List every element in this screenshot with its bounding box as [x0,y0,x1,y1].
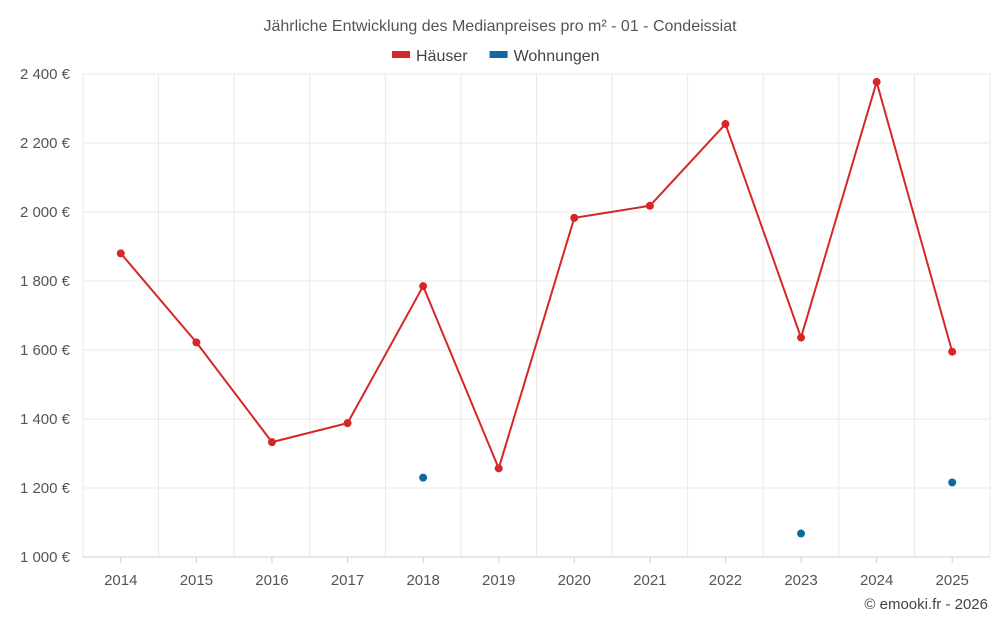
legend-swatch [489,51,508,58]
x-tick-label: 2019 [482,572,515,589]
data-point[interactable] [570,213,579,222]
chart-title: Jährliche Entwicklung des Medianpreises … [263,18,737,35]
data-point[interactable] [797,333,806,342]
y-axis: 1 000 € 1 200 € 1 400 € 1 600 € 1 800 € 2 000… [20,66,71,566]
legend-item[interactable]: Wohnungen [489,48,600,65]
data-point[interactable] [948,478,957,487]
data-point[interactable] [721,120,730,129]
x-tick-label: 2018 [406,572,439,589]
legend-swatch [392,51,410,58]
legend-item[interactable]: Häuser [392,48,468,65]
grid-lines [82,73,991,558]
x-tick-label: 2014 [104,572,137,589]
x-tick-label: 2016 [255,572,288,589]
series-wohnungen [419,473,957,538]
legend-label: Häuser [416,48,468,65]
credit-text: © emooki.fr - 2026 [864,596,988,613]
series-h-user [116,77,957,473]
data-point[interactable] [797,529,806,538]
data-point[interactable] [419,282,428,291]
x-axis: 2014 2015 2016 2017 2018 2019 2020 2021 2022 2023… [104,557,969,589]
y-tick-label: 2 000 € [20,204,71,221]
x-tick-label: 2022 [709,572,742,589]
x-tick-label: 2021 [633,572,666,589]
x-tick-label: 2015 [180,572,213,589]
data-point[interactable] [645,201,654,210]
data-point[interactable] [494,464,503,473]
data-point[interactable] [267,438,276,447]
data-point[interactable] [419,473,428,482]
x-tick-label: 2020 [558,572,591,589]
y-tick-label: 2 200 € [20,135,71,152]
data-point[interactable] [116,249,125,258]
y-tick-label: 1 400 € [20,411,71,428]
x-tick-label: 2017 [331,572,364,589]
series-line [120,80,954,470]
series-layer [116,77,957,538]
y-tick-label: 1 200 € [20,480,71,497]
data-point[interactable] [192,338,201,347]
y-tick-label: 1 800 € [20,273,71,290]
legend: Häuser Wohnungen [392,48,600,65]
data-point[interactable] [872,77,881,86]
x-tick-label: 2023 [784,572,817,589]
data-point[interactable] [343,419,352,428]
data-point[interactable] [948,347,957,356]
x-tick-label: 2025 [936,572,969,589]
y-tick-label: 1 000 € [20,549,71,566]
y-tick-label: 2 400 € [20,66,71,83]
legend-label: Wohnungen [514,48,600,65]
y-tick-label: 1 600 € [20,342,71,359]
x-tick-label: 2024 [860,572,893,589]
